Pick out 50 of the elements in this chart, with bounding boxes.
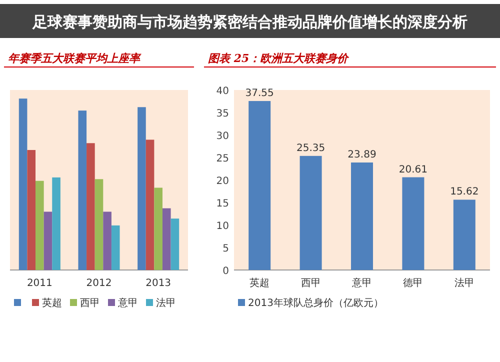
bar — [18, 98, 28, 270]
bar — [138, 107, 146, 270]
text: 足球赛事赞助商与市场趋势紧密结合推动品牌价值增长的深度分析 — [32, 13, 468, 31]
bar — [300, 156, 322, 270]
x-tick-label: 2011 — [26, 278, 52, 289]
data-label: 23.89 — [348, 149, 376, 160]
x-tick-label: 德甲 — [403, 278, 424, 289]
bar — [402, 177, 424, 270]
bar — [103, 212, 112, 270]
bar — [146, 140, 154, 270]
y-tick-label: 20 — [216, 176, 229, 187]
bar — [154, 188, 162, 270]
legend-label: 意甲 — [117, 297, 138, 309]
bar — [86, 143, 95, 270]
y-tick-label: 15 — [216, 198, 229, 210]
bar — [111, 225, 120, 270]
chart-title: 图表 25：欧洲五大联赛身价 — [208, 52, 350, 65]
bar — [52, 177, 60, 270]
y-tick-label: 30 — [216, 131, 229, 142]
x-tick-label: 法甲 — [454, 277, 474, 289]
x-tick-label: 2013 — [146, 278, 172, 289]
x-tick-label: 意甲 — [351, 277, 372, 289]
bar — [170, 218, 180, 270]
bar — [78, 110, 87, 270]
legend-label: 2013年球队总身价（亿欧元） — [248, 297, 384, 309]
y-tick-label: 35 — [216, 108, 229, 120]
data-label: 20.61 — [398, 164, 428, 176]
x-tick-label: 西甲 — [300, 278, 321, 289]
bar — [248, 101, 271, 270]
y-tick-label: 40 — [216, 86, 229, 97]
legend-label: 法甲 — [156, 297, 176, 309]
bar — [27, 150, 36, 270]
x-tick-label: 英超 — [250, 277, 270, 289]
y-tick-label: 5 — [222, 244, 229, 254]
bar — [36, 180, 44, 270]
bar — [94, 179, 104, 270]
x-tick-label: 2012 — [86, 278, 112, 289]
chart-title: 年赛季五大联赛平均上座率 — [8, 52, 142, 65]
data-label: 25.35 — [296, 142, 326, 154]
bar — [44, 212, 52, 270]
data-label: 37.55 — [245, 88, 274, 100]
data-label: 15.62 — [450, 186, 479, 198]
legend-label: 西甲 — [80, 298, 100, 309]
y-tick-label: 10 — [216, 221, 229, 232]
y-tick-label: 0 — [222, 266, 229, 277]
bar — [453, 200, 476, 270]
bar — [351, 162, 373, 270]
bar — [162, 208, 171, 270]
legend-label: 英超 — [42, 297, 62, 309]
y-tick-label: 25 — [216, 154, 229, 164]
